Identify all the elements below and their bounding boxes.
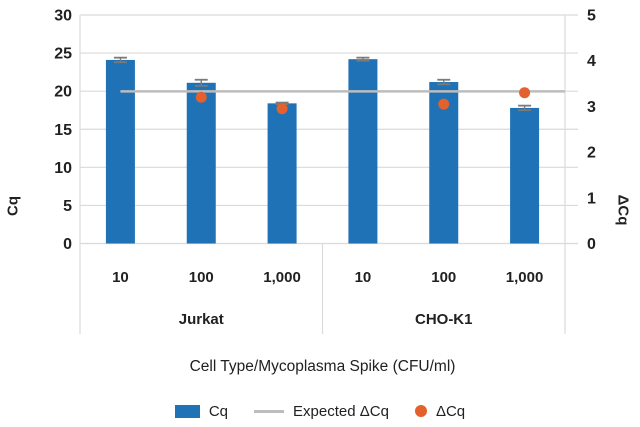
dcq-point [438, 98, 450, 110]
category-label: 1,000 [263, 269, 301, 286]
right-axis-tick-label: 5 [587, 8, 596, 25]
category-label: 1,000 [506, 269, 544, 286]
left-axis-tick-label: 25 [54, 46, 72, 63]
group-label: Jurkat [179, 311, 224, 328]
dcq-point [276, 103, 288, 115]
left-axis-tick-label: 30 [54, 8, 72, 25]
expected-dcq-line-swatch-icon [254, 409, 285, 413]
legend-item-expected-dcq: Expected ΔCq [254, 403, 389, 420]
cq-bar [105, 59, 135, 244]
category-label: 10 [355, 269, 372, 286]
left-axis-tick-label: 10 [54, 160, 72, 177]
right-axis-tick-label: 2 [587, 145, 596, 162]
legend-label-cq: Cq [208, 402, 229, 420]
right-axis-tick-label: 1 [587, 190, 596, 207]
left-axis-tick-label: 20 [54, 84, 72, 101]
dcq-point [195, 91, 207, 103]
category-label: 100 [189, 269, 214, 286]
left-axis-tick-label: 15 [54, 122, 72, 139]
cq-bar [348, 59, 378, 244]
category-label: 100 [431, 269, 456, 286]
left-axis-title: Cq [4, 196, 22, 216]
cq-bar [267, 103, 297, 244]
group-label: CHO-K1 [415, 311, 473, 328]
legend-item-dcq: ΔCq [414, 402, 466, 420]
right-axis-tick-label: 3 [587, 99, 596, 116]
right-axis-tick-label: 0 [587, 236, 596, 253]
cq-bar [510, 107, 540, 244]
right-axis-title: ΔCq [614, 194, 632, 226]
left-axis-tick-label: 0 [63, 236, 72, 253]
dcq-dot-swatch-icon [414, 405, 427, 417]
dcq-point [519, 87, 531, 99]
cq-bar [186, 82, 216, 244]
legend-label-dcq: ΔCq [435, 402, 466, 420]
category-label: 10 [112, 269, 129, 286]
cq-bar-swatch-icon [174, 404, 200, 418]
right-axis-tick-label: 4 [587, 53, 596, 70]
left-axis-tick-label: 5 [63, 198, 72, 215]
legend: Cq Expected ΔCq ΔCq [0, 399, 640, 423]
legend-label-expected-dcq: Expected ΔCq [293, 402, 389, 420]
legend-item-cq: Cq [174, 402, 229, 420]
x-axis-title: Cell Type/Mycoplasma Spike (CFU/ml) [189, 358, 456, 375]
